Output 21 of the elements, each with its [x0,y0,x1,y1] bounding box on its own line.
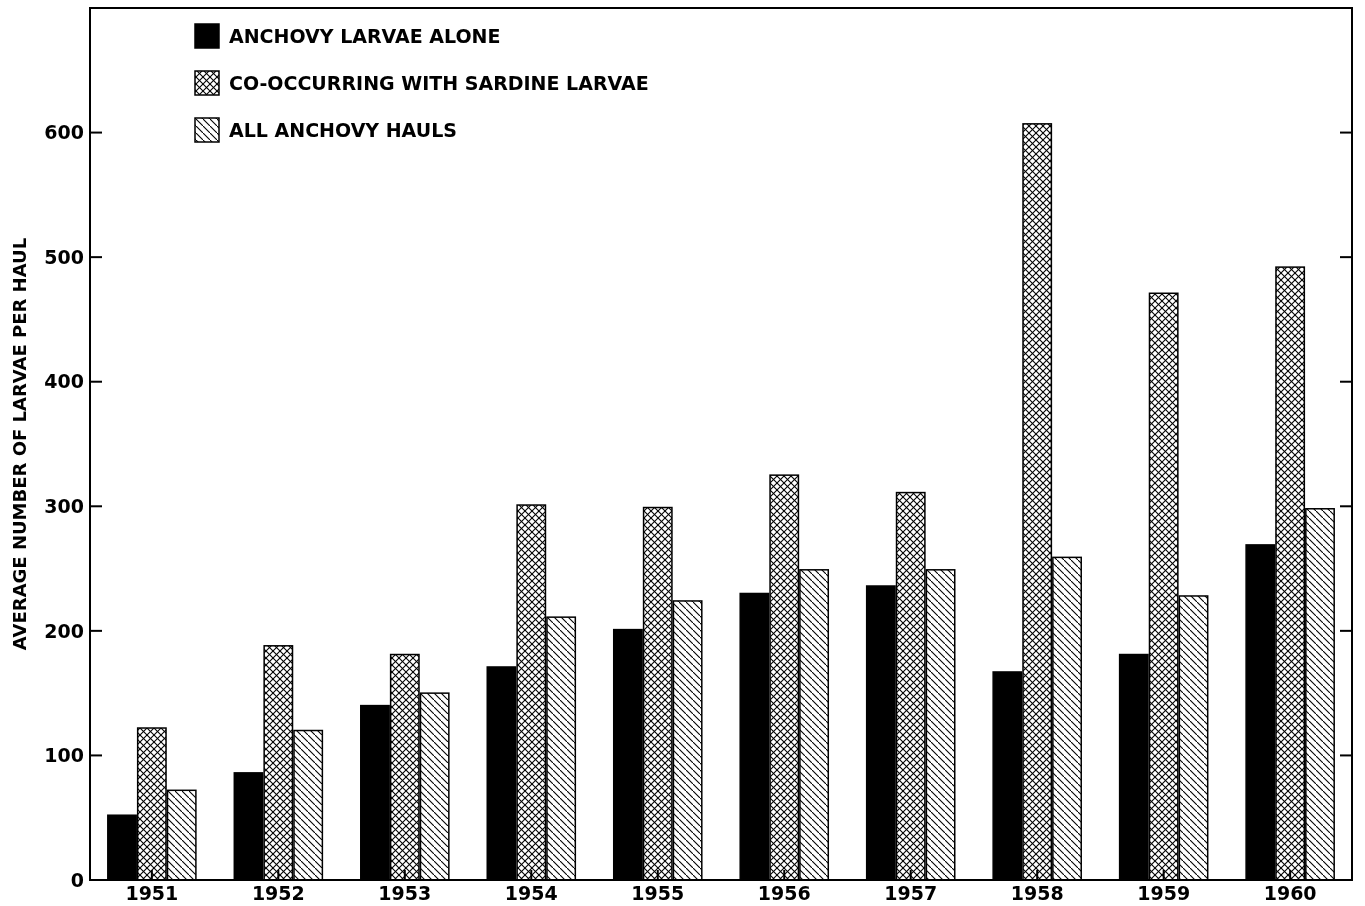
legend-label: CO-OCCURRING WITH SARDINE LARVAE [229,71,649,94]
x-tick-label: 1951 [125,882,179,904]
y-tick-label: 500 [44,245,84,268]
y-tick-label: 600 [44,121,84,144]
y-tick-label: 0 [70,868,84,891]
x-tick-label: 1958 [1010,882,1064,904]
y-tick-label: 300 [44,494,84,517]
x-tick-label: 1960 [1263,882,1317,904]
x-tick-label: 1955 [631,882,685,904]
x-tick-label: 1952 [251,882,305,904]
x-tick-label: 1959 [1137,882,1191,904]
y-tick-label: 200 [44,619,84,642]
y-tick-label: 100 [44,744,84,767]
y-axis-title: AVERAGE NUMBER OF LARVAE PER HAUL [9,237,30,651]
y-tick-label: 400 [44,370,84,393]
legend-label: ALL ANCHOVY HAULS [229,118,457,141]
x-tick-label: 1956 [757,882,811,904]
legend-label: ANCHOVY LARVAE ALONE [229,24,501,47]
x-tick-label: 1954 [504,882,558,904]
x-tick-label: 1953 [378,882,432,904]
x-tick-label: 1957 [884,882,938,904]
